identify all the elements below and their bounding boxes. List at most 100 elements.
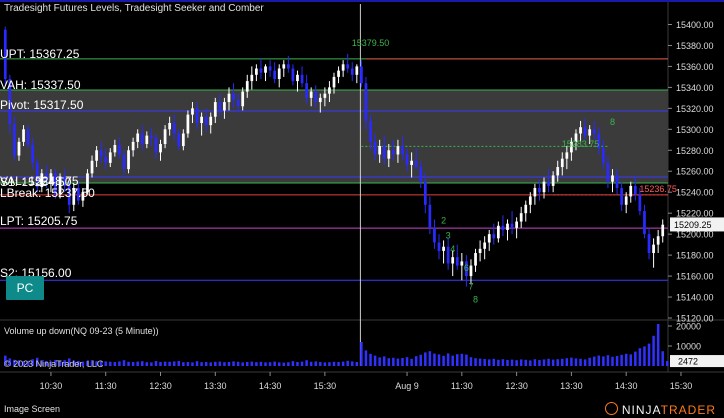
volume-bar	[620, 354, 623, 366]
volume-bar	[332, 361, 336, 366]
price-tick-label: 15180.00	[676, 251, 714, 261]
volume-bar	[382, 356, 386, 366]
signal-label: 6	[464, 263, 469, 273]
volume-bar	[8, 358, 12, 366]
candle-body	[437, 242, 441, 251]
volume-bar	[291, 361, 295, 366]
candle-body	[113, 145, 117, 153]
candle-body	[218, 102, 222, 111]
volume-bar	[223, 362, 226, 366]
candle-body	[191, 108, 194, 115]
volume-bar	[95, 361, 98, 366]
candle-body	[446, 246, 450, 264]
volume-bar	[364, 350, 368, 366]
volume-bar	[287, 362, 290, 366]
candle-body	[90, 160, 94, 174]
candle-body	[606, 162, 610, 182]
volume-bar	[387, 358, 391, 366]
volume-bar	[606, 355, 610, 366]
candle-body	[496, 225, 500, 239]
volume-bar	[319, 362, 322, 366]
candle-body	[223, 102, 226, 111]
volume-bar	[501, 359, 505, 366]
price-tick-label: 15300.00	[676, 125, 714, 135]
price-tick-label: 15360.00	[676, 62, 714, 72]
candle-body	[419, 167, 423, 182]
candle-body	[40, 173, 44, 187]
volume-bar	[551, 359, 555, 366]
candle-body	[519, 213, 523, 222]
volume-bar	[67, 358, 71, 366]
volume-bar	[13, 359, 16, 366]
volume-bar	[638, 348, 642, 366]
candle-body	[72, 188, 76, 205]
volume-bar	[624, 353, 628, 366]
candle-body	[13, 124, 16, 156]
candle-body	[186, 114, 190, 134]
candle-body	[163, 129, 167, 144]
candle-body	[629, 185, 633, 197]
volume-tick-label: 20000	[676, 322, 701, 332]
volume-bar	[22, 361, 25, 366]
time-tick-label: Aug 9	[395, 381, 419, 391]
candle-body	[209, 116, 213, 126]
candle-body	[474, 253, 477, 266]
volume-bar	[355, 362, 359, 366]
volume-bar	[392, 357, 395, 366]
candle-body	[360, 66, 363, 84]
candle-body	[159, 143, 162, 153]
copyright-text: © 2023 NinjaTrader, LLC	[4, 359, 104, 369]
volume-bar	[168, 361, 171, 366]
candle-body	[382, 146, 386, 159]
candle-body	[510, 223, 514, 228]
volume-bar	[241, 362, 244, 366]
candle-body	[136, 133, 140, 142]
signal-label: 8	[473, 294, 478, 304]
volume-bar	[273, 361, 276, 366]
volume-bar	[474, 358, 477, 366]
volume-bar	[264, 362, 267, 366]
volume-bar	[611, 356, 614, 366]
candle-body	[341, 64, 345, 71]
volume-bar	[323, 362, 327, 366]
volume-bar	[373, 355, 377, 366]
time-tick-label: 13:30	[560, 381, 583, 391]
volume-bar	[451, 355, 454, 366]
candle-body	[108, 152, 112, 163]
volume-bar	[177, 361, 181, 366]
volume-bar	[195, 361, 199, 366]
candle-body	[168, 123, 172, 130]
candle-body	[255, 68, 258, 75]
volume-bar	[428, 351, 432, 366]
candle-body	[661, 224, 665, 237]
volume-bar	[597, 355, 601, 366]
pc-button[interactable]: PC	[6, 276, 44, 300]
candle-body	[506, 223, 509, 230]
candle-body	[433, 227, 436, 243]
candle-body	[483, 242, 487, 249]
candle-body	[542, 181, 546, 193]
candle-body	[410, 160, 413, 165]
volume-bar	[300, 361, 304, 366]
volume-bar	[547, 358, 550, 366]
signal-label: 7	[468, 282, 473, 292]
volume-bar	[574, 358, 578, 366]
volume-bar	[506, 360, 509, 366]
candle-body	[31, 145, 35, 163]
candle-body	[391, 150, 395, 155]
candle-body	[547, 181, 550, 186]
volume-bar	[570, 357, 573, 366]
volume-bar	[63, 360, 66, 366]
candle-body	[565, 152, 569, 159]
candle-body	[8, 78, 12, 125]
volume-bar	[478, 358, 482, 366]
candle-body	[478, 248, 482, 254]
candle-body	[76, 188, 80, 201]
volume-tick-label: 10000	[676, 342, 701, 352]
ninja-logo-icon	[604, 402, 618, 415]
signal-label: 15283.75	[562, 139, 600, 149]
candle-body	[328, 87, 331, 94]
candle-body	[3, 29, 7, 79]
